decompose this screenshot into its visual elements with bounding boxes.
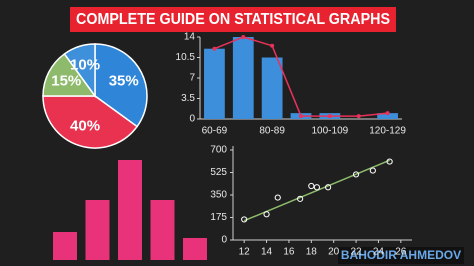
scatter-point bbox=[313, 184, 321, 191]
bar bbox=[85, 200, 110, 260]
pie-slice bbox=[94, 43, 148, 128]
bar bbox=[150, 200, 175, 260]
x-tick-label: 80-89 bbox=[259, 126, 285, 137]
bar bbox=[118, 160, 142, 260]
y-tick-label: 14 bbox=[184, 32, 196, 43]
x-tick-label: 120-129 bbox=[369, 126, 406, 137]
scatter-point bbox=[386, 158, 393, 165]
scatter-point bbox=[241, 216, 248, 223]
slice-label: 10% bbox=[70, 56, 100, 73]
y-tick-label: 525 bbox=[210, 167, 227, 178]
line-marker bbox=[212, 46, 217, 51]
scatter-point bbox=[274, 194, 281, 201]
scatter-point bbox=[352, 171, 360, 178]
slice-label: 15% bbox=[51, 72, 81, 89]
y-tick-label: 350 bbox=[210, 190, 227, 201]
pie-slice bbox=[42, 52, 97, 97]
slice-label: 40% bbox=[70, 118, 100, 135]
x-tick-label: 18 bbox=[306, 247, 318, 258]
y-tick-label: 7 bbox=[189, 73, 195, 84]
author-backdrop bbox=[338, 247, 464, 264]
x-tick-label: 100-109 bbox=[312, 126, 349, 137]
y-tick-label: 700 bbox=[210, 145, 227, 156]
x-tick-label: 60-69 bbox=[202, 126, 228, 137]
x-tick-label: 14 bbox=[261, 247, 273, 258]
line-marker bbox=[327, 114, 332, 119]
line-marker bbox=[385, 111, 390, 116]
x-tick-label: 12 bbox=[239, 247, 251, 258]
pie-slice bbox=[63, 43, 96, 99]
scatter-point bbox=[308, 182, 315, 190]
slice-label: 35% bbox=[109, 72, 139, 89]
x-tick-label: 22 bbox=[351, 247, 363, 258]
y-tick-label: 10.5 bbox=[176, 52, 196, 63]
bar bbox=[183, 238, 207, 260]
scatter-point bbox=[263, 211, 270, 218]
y-tick-label: 0 bbox=[189, 114, 195, 125]
trend-line bbox=[243, 159, 390, 222]
bar bbox=[53, 232, 77, 260]
line-marker bbox=[299, 114, 303, 119]
x-tick-label: 24 bbox=[373, 247, 385, 258]
bar bbox=[261, 57, 283, 119]
pie-slice bbox=[42, 95, 139, 149]
line-marker bbox=[241, 35, 246, 39]
y-tick-label: 0 bbox=[221, 235, 227, 246]
line-marker bbox=[356, 114, 361, 119]
scatter-point bbox=[324, 184, 332, 191]
y-tick-label: 175 bbox=[210, 212, 227, 223]
line-marker bbox=[270, 43, 275, 48]
page-title: COMPLETE GUIDE ON STATISTICAL GRAPHS bbox=[76, 11, 390, 28]
bar bbox=[377, 113, 398, 119]
x-tick-label: 26 bbox=[395, 247, 407, 258]
x-tick-label: 16 bbox=[283, 247, 295, 258]
author: BAHODIR AHMEDOV bbox=[341, 248, 461, 262]
x-tick-label: 20 bbox=[328, 247, 340, 258]
bar bbox=[232, 37, 254, 119]
title-banner bbox=[70, 7, 396, 32]
y-tick-label: 3.5 bbox=[181, 93, 195, 104]
scatter-point bbox=[369, 167, 376, 174]
bar bbox=[204, 48, 225, 119]
scatter-point bbox=[297, 195, 304, 202]
